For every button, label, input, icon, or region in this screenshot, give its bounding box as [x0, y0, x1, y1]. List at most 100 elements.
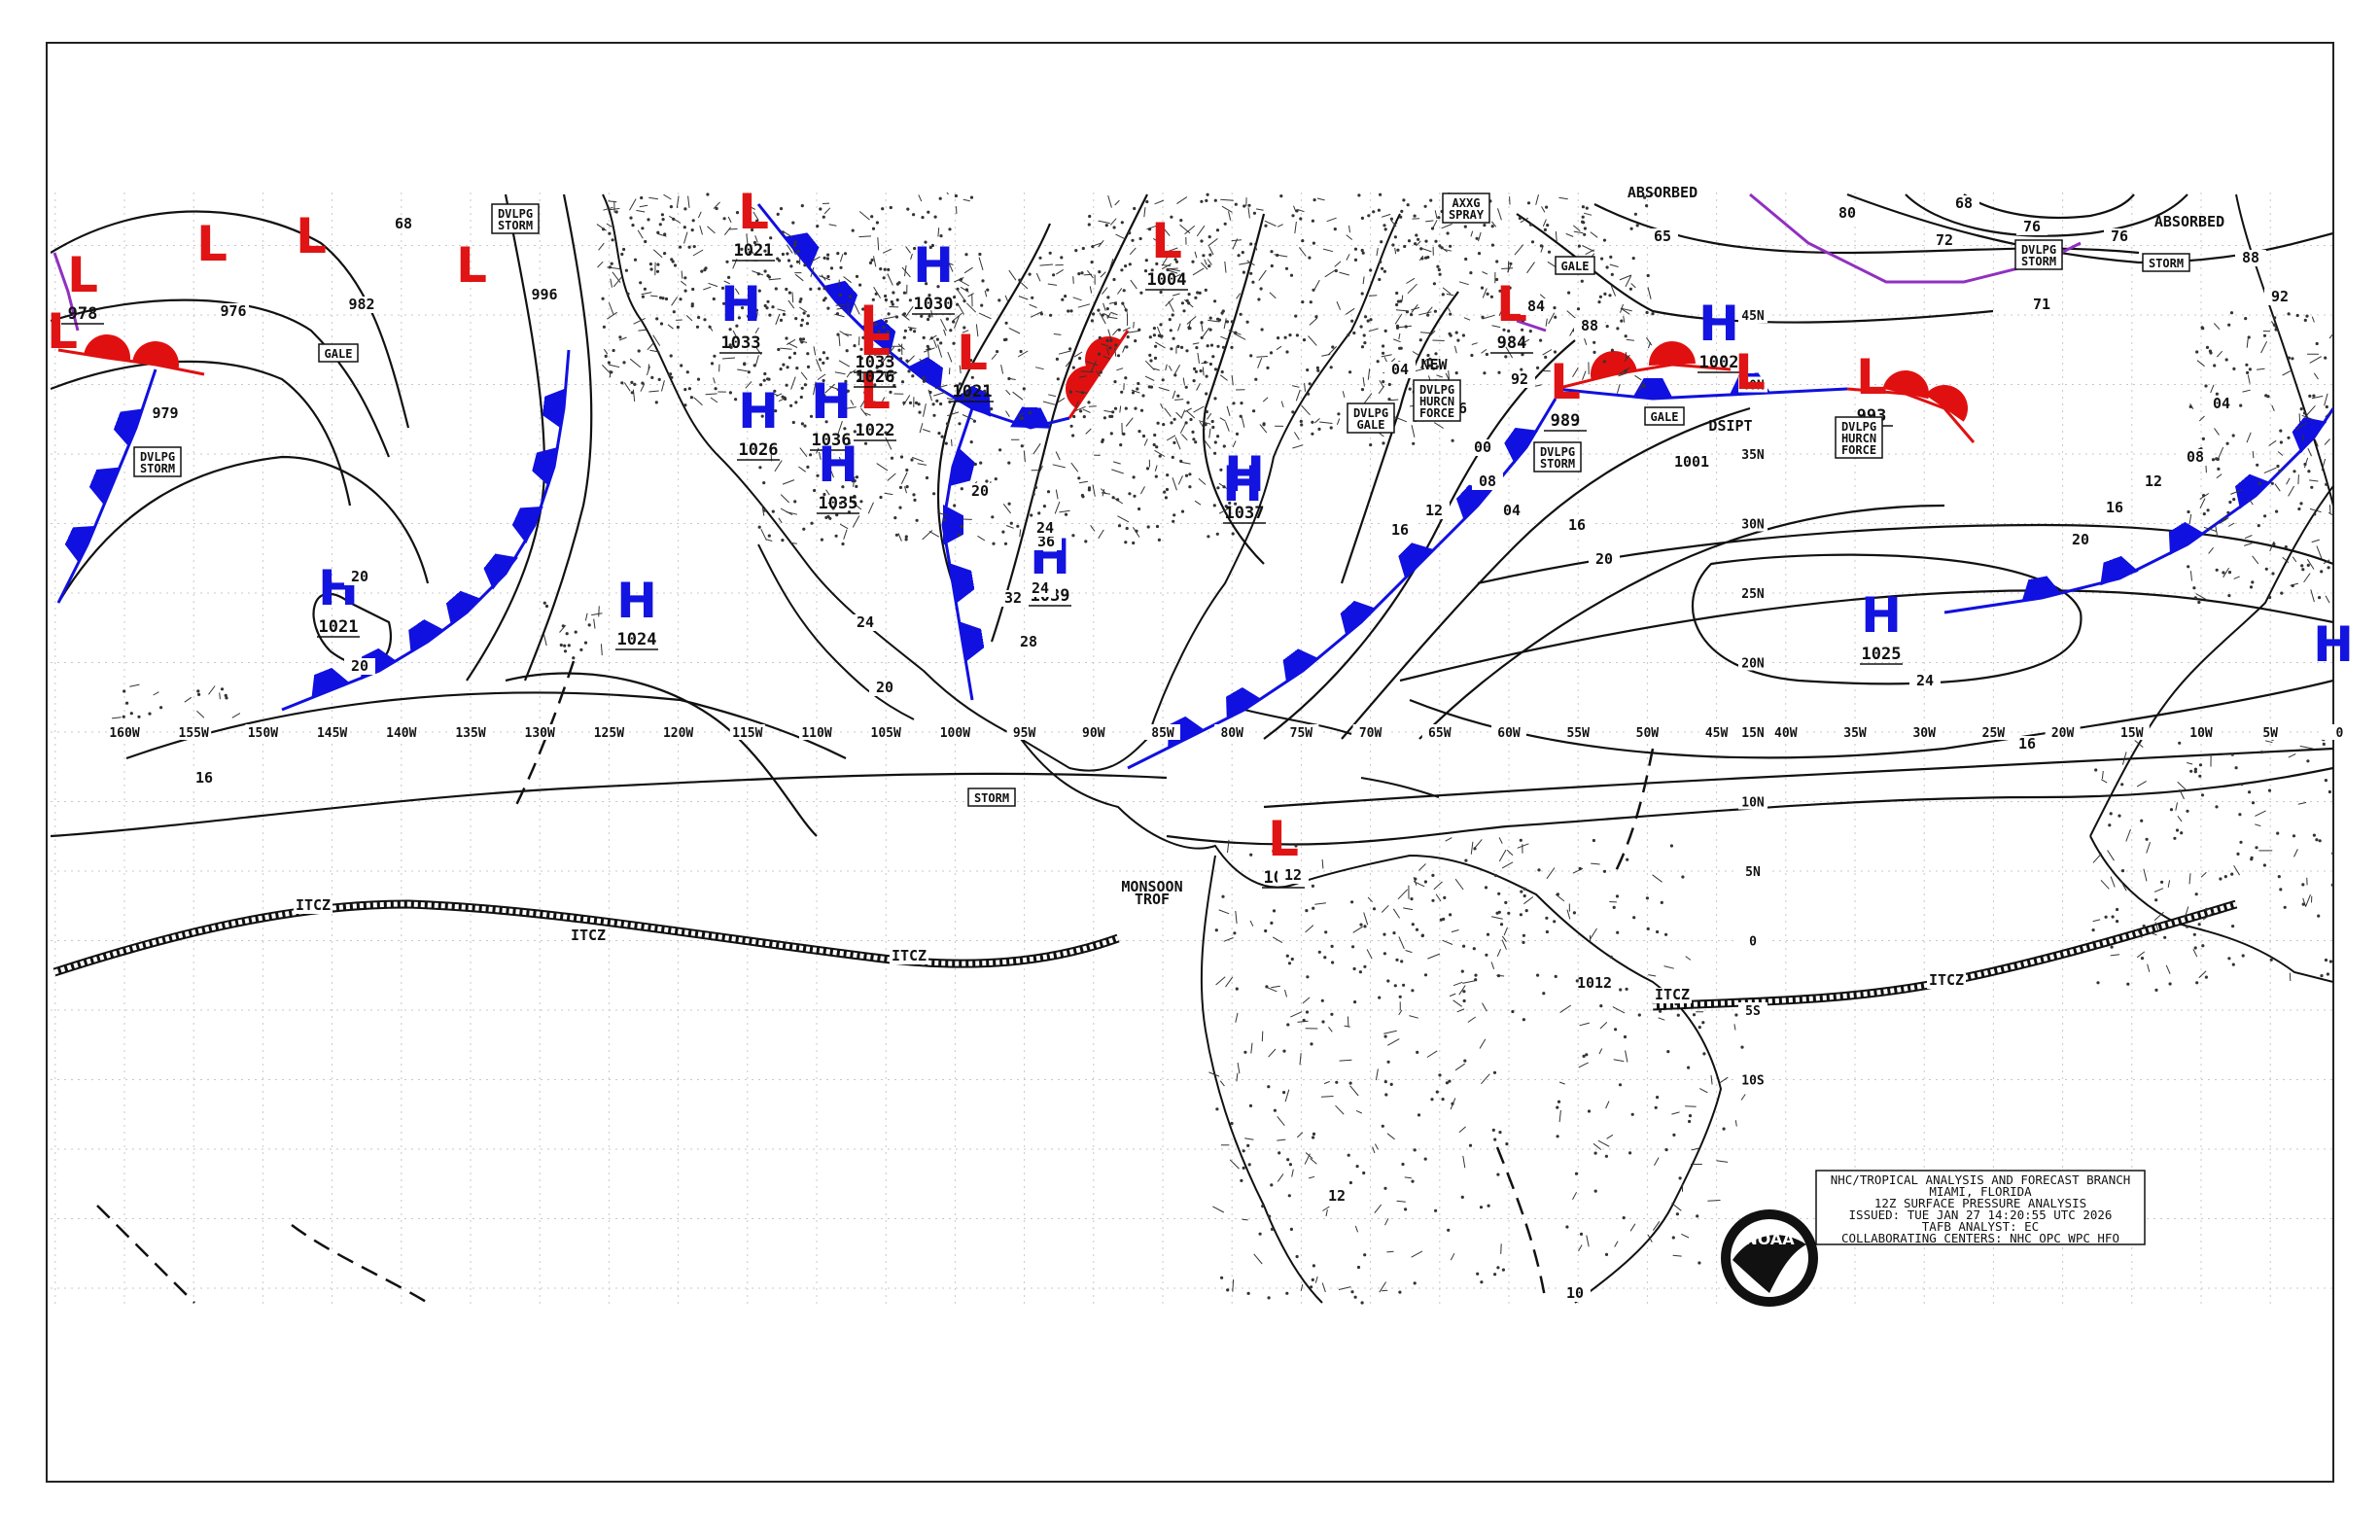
isobar-value: 12: [1425, 502, 1443, 519]
central-pressure: 1035: [819, 494, 858, 513]
warning-tag-text: GALE: [1651, 410, 1679, 424]
high-symbol: H: [1222, 456, 1263, 512]
low-symbol: L: [859, 310, 891, 367]
lon-label-text: 40W: [1774, 726, 1798, 741]
lon-label: 135W: [453, 724, 488, 741]
warning-tag-text: GALE: [325, 347, 353, 361]
low-symbol: L: [1734, 344, 1766, 401]
isobar-value: 20: [876, 679, 893, 696]
central-pressure: 1026: [739, 440, 779, 460]
lon-label-text: 55W: [1566, 726, 1590, 741]
central-pressure: 1030: [914, 295, 954, 314]
map-note: MONSOON: [1121, 878, 1182, 895]
troughs: [96, 660, 1655, 1305]
isobar-value: 982: [348, 296, 374, 313]
isobar-label: 1012: [1577, 974, 1612, 992]
central-pressure: 1022: [856, 421, 895, 440]
lat-label-text: 10N: [1741, 796, 1765, 811]
isobar-value: 76: [2111, 228, 2128, 245]
lon-label-text: 75W: [1290, 726, 1313, 741]
lon-label-text: 145W: [317, 726, 347, 741]
lon-label: 130W: [522, 724, 558, 741]
high-symbol: H: [1698, 296, 1739, 352]
isobar-label: 76: [2016, 218, 2048, 235]
lon-label: 10W: [2184, 724, 2219, 741]
central-pressure: 1036: [812, 431, 852, 450]
low-pressure-center: L: [296, 208, 327, 264]
latitude-labels: 45N 40N 35N 30N 25N 20N 15N 10N 5N 0 5S 10S: [1738, 307, 1768, 1089]
lon-label: 85W: [1145, 724, 1180, 741]
lat-label-text: 0: [1749, 935, 1757, 950]
low-symbol: L: [1856, 349, 1887, 405]
isobar-value: 20: [351, 657, 368, 675]
isobar-value: 92: [2271, 288, 2289, 305]
lon-label: 30W: [1907, 724, 1942, 741]
isobar-label: 08: [1472, 472, 1503, 490]
title-line-5: TAFB ANALYST: EC: [1922, 1219, 2039, 1234]
isobar-value: 08: [2187, 448, 2204, 466]
isobar-value: 08: [1479, 472, 1496, 490]
itcz-label-text: ITCZ: [296, 896, 331, 914]
lon-label: 60W: [1491, 724, 1526, 741]
lat-label-text: 25N: [1741, 587, 1765, 602]
low-symbol: L: [47, 303, 78, 360]
lon-label-text: 25W: [1982, 726, 2006, 741]
central-pressure: 1024: [617, 630, 657, 649]
lat-label: 25N: [1738, 585, 1768, 602]
isobar-value: 24: [857, 613, 874, 631]
isobar-label: 12: [1278, 866, 1309, 884]
title-line-6: COLLABORATING CENTERS: NHC OPC WPC HFO: [1841, 1231, 2119, 1245]
lon-label: 145W: [314, 724, 350, 741]
high-symbol: H: [818, 437, 858, 493]
lon-label-text: 60W: [1497, 726, 1521, 741]
lon-label-text: 45W: [1705, 726, 1729, 741]
isobar-value: 68: [395, 215, 412, 232]
isobar-label: 04: [1496, 502, 1527, 519]
lon-label-text: 110W: [801, 726, 831, 741]
warning-tag-text: FORCE: [1419, 406, 1454, 420]
map-note: ABSORBED: [1628, 184, 1698, 201]
isobar-value: 92: [1511, 370, 1528, 388]
central-pressure: 1033: [856, 353, 895, 372]
lon-label-text: 130W: [525, 726, 555, 741]
warning-tag-text: FORCE: [1841, 443, 1876, 457]
low-pressure-center: L: [1734, 344, 1766, 401]
lon-label: 25W: [1976, 724, 2012, 741]
lon-label-text: 80W: [1220, 726, 1243, 741]
isobar-label: 20: [344, 568, 375, 585]
lat-label-text: 35N: [1741, 448, 1765, 463]
lat-label-text: 45N: [1741, 309, 1765, 324]
title-line-4: ISSUED: TUE JAN 27 14:20:55 UTC 2026: [1849, 1208, 2113, 1222]
isobar-value: 04: [2213, 395, 2230, 412]
isobar-value: 979: [152, 404, 178, 422]
isobar-label: 28: [1013, 633, 1044, 650]
isobar-value: 12: [2145, 472, 2162, 490]
lon-label-text: 115W: [732, 726, 762, 741]
station-observations: [112, 192, 2333, 1305]
isobar-label: 04: [2206, 395, 2237, 412]
isobar-label: 80: [1832, 204, 1863, 222]
isobar-value: 16: [2106, 499, 2123, 516]
warning-tags: DVLPGSTORMGALEDVLPGSTORMDVLPGGALEDVLPGHU…: [133, 192, 2190, 807]
itcz-label-text: ITCZ: [892, 947, 927, 964]
high-symbol: H: [811, 373, 852, 430]
lat-label: 45N: [1738, 307, 1768, 324]
warning-tag-text: DVLPG: [498, 207, 533, 221]
warning-tag-text: DVLPG: [2021, 243, 2056, 257]
warning-tag-text: DVLPG: [1419, 383, 1454, 397]
lon-label: 55W: [1560, 724, 1596, 741]
warning-tag-text: STORM: [140, 462, 175, 475]
itcz-label: ITCZ: [1927, 971, 1966, 989]
high-pressure-center: H: [1222, 456, 1263, 512]
title-line-2: MIAMI, FLORIDA: [1929, 1184, 2032, 1199]
low-symbol: L: [67, 247, 98, 303]
isobar-value: 28: [1020, 633, 1037, 650]
warning-tag-text: HURCN: [1841, 432, 1876, 445]
isobar-value: 20: [2072, 531, 2089, 548]
